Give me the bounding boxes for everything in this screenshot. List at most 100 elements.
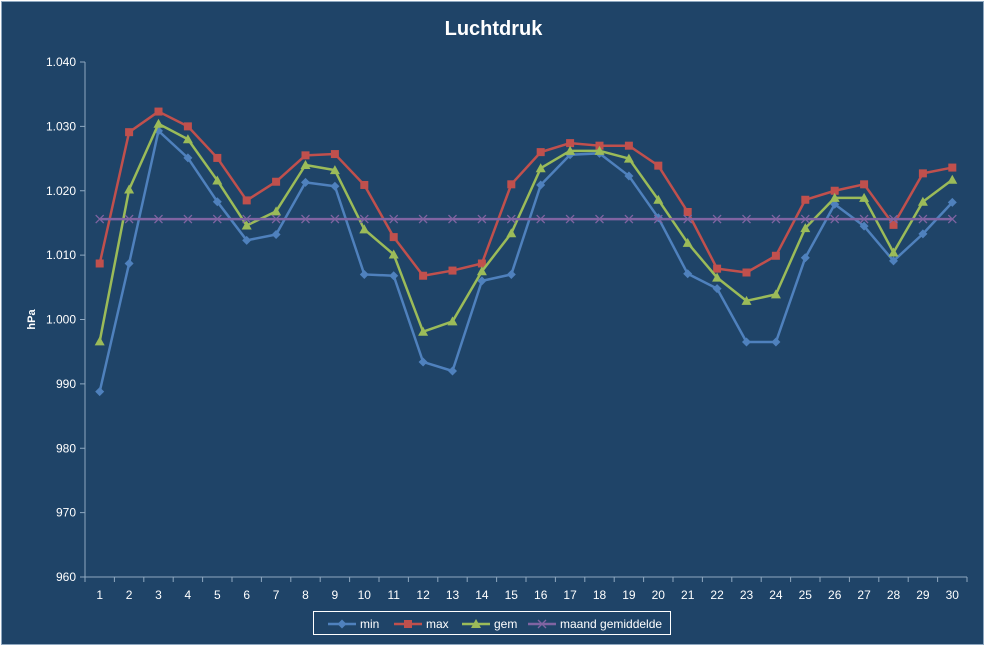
data-point-maand-gemiddelde: [918, 214, 928, 224]
data-point-max: [183, 122, 192, 131]
data-point-max: [477, 259, 486, 268]
y-tick-label: 1.000: [46, 313, 76, 327]
data-point-maand-gemiddelde: [565, 214, 575, 224]
data-point-max: [242, 196, 251, 205]
series-line-max: [98, 110, 953, 277]
data-point-gem: [153, 118, 164, 128]
x-tick-label: 19: [622, 588, 636, 602]
y-tick-label: 1.020: [46, 184, 76, 198]
legend-label: gem: [494, 617, 517, 631]
x-tick-label: 21: [681, 588, 695, 602]
data-point-max: [448, 266, 457, 275]
chart-title: Luchtdruk: [444, 18, 543, 40]
data-point-max: [419, 271, 428, 280]
y-tick-label: 980: [56, 441, 76, 455]
x-tick-label: 27: [857, 588, 871, 602]
data-point-min: [448, 366, 457, 376]
data-point-gem: [917, 196, 928, 206]
data-point-max: [301, 151, 310, 160]
data-point-max: [507, 180, 516, 189]
data-point-gem: [741, 295, 752, 305]
y-tick-label: 1.010: [46, 248, 76, 262]
data-point-min: [771, 337, 781, 347]
series-max: [95, 107, 957, 280]
data-point-max: [330, 150, 339, 159]
data-point-maand-gemiddelde: [477, 214, 487, 224]
data-point-min: [477, 276, 487, 286]
data-point-gem: [241, 220, 252, 230]
data-point-max: [536, 148, 545, 157]
data-point-max: [125, 128, 134, 137]
x-tick-label: 5: [214, 588, 221, 602]
x-tick-label: 18: [593, 588, 607, 602]
data-point-min: [536, 180, 546, 190]
data-point-max: [742, 268, 751, 277]
x-tick-label: 15: [505, 588, 519, 602]
data-point-max: [860, 180, 869, 189]
data-point-gem: [653, 194, 664, 204]
x-tick-label: 10: [358, 588, 372, 602]
data-point-min: [124, 258, 134, 268]
x-tick-label: 14: [475, 588, 489, 602]
data-point-maand-gemiddelde: [389, 214, 399, 224]
data-point-gem: [594, 145, 605, 155]
data-point-gem: [770, 289, 781, 299]
data-point-maand-gemiddelde: [330, 214, 340, 224]
legend-marker: [404, 620, 412, 628]
x-tick-label: 9: [332, 588, 339, 602]
data-point-min: [95, 387, 105, 397]
data-point-min: [242, 235, 252, 245]
data-point-min: [418, 357, 428, 367]
data-point-min: [624, 171, 634, 181]
x-tick-label: 6: [243, 588, 250, 602]
data-point-maand-gemiddelde: [359, 214, 369, 224]
data-point-maand-gemiddelde: [242, 214, 252, 224]
data-point-gem: [329, 165, 340, 175]
data-point-min: [389, 271, 399, 281]
legend-item-gem: gem: [462, 617, 517, 631]
data-point-gem: [359, 224, 370, 234]
data-point-min: [889, 256, 898, 266]
data-point-maand-gemiddelde: [448, 214, 457, 224]
data-point-max: [801, 195, 810, 204]
data-point-min: [947, 197, 957, 207]
x-tick-label: 4: [185, 588, 192, 602]
x-tick-label: 26: [828, 588, 842, 602]
data-point-max: [654, 161, 663, 170]
data-point-maand-gemiddelde: [154, 214, 163, 224]
data-point-min: [918, 229, 928, 239]
x-tick-label: 17: [563, 588, 577, 602]
data-point-gem: [888, 247, 899, 257]
data-point-gem: [418, 326, 429, 336]
legend-marker: [471, 619, 481, 628]
data-point-min: [830, 199, 840, 209]
data-point-gem: [947, 174, 958, 184]
x-tick-label: 2: [126, 588, 133, 602]
data-point-maand-gemiddelde: [212, 214, 222, 224]
data-point-min: [271, 230, 281, 240]
data-point-max: [595, 141, 604, 150]
x-tick-label: 8: [302, 588, 309, 602]
data-point-max: [566, 139, 575, 148]
data-point-gem: [800, 223, 811, 233]
data-point-max: [360, 180, 369, 189]
data-point-maand-gemiddelde: [595, 214, 604, 224]
data-point-gem: [212, 175, 223, 185]
data-point-max: [213, 153, 222, 162]
data-point-gem: [124, 184, 135, 194]
x-tick-label: 1: [96, 588, 103, 602]
data-point-maand-gemiddelde: [712, 214, 722, 224]
data-point-max: [948, 163, 957, 172]
data-point-max: [272, 177, 281, 186]
data-point-min: [330, 181, 340, 191]
data-point-gem: [300, 160, 311, 169]
data-point-maand-gemiddelde: [683, 214, 693, 224]
legend-marker: [337, 619, 347, 629]
y-tick-label: 960: [56, 570, 76, 584]
data-point-min: [183, 153, 193, 163]
data-point-maand-gemiddelde: [301, 214, 310, 224]
data-point-gem: [712, 272, 723, 282]
data-point-gem: [829, 192, 840, 202]
